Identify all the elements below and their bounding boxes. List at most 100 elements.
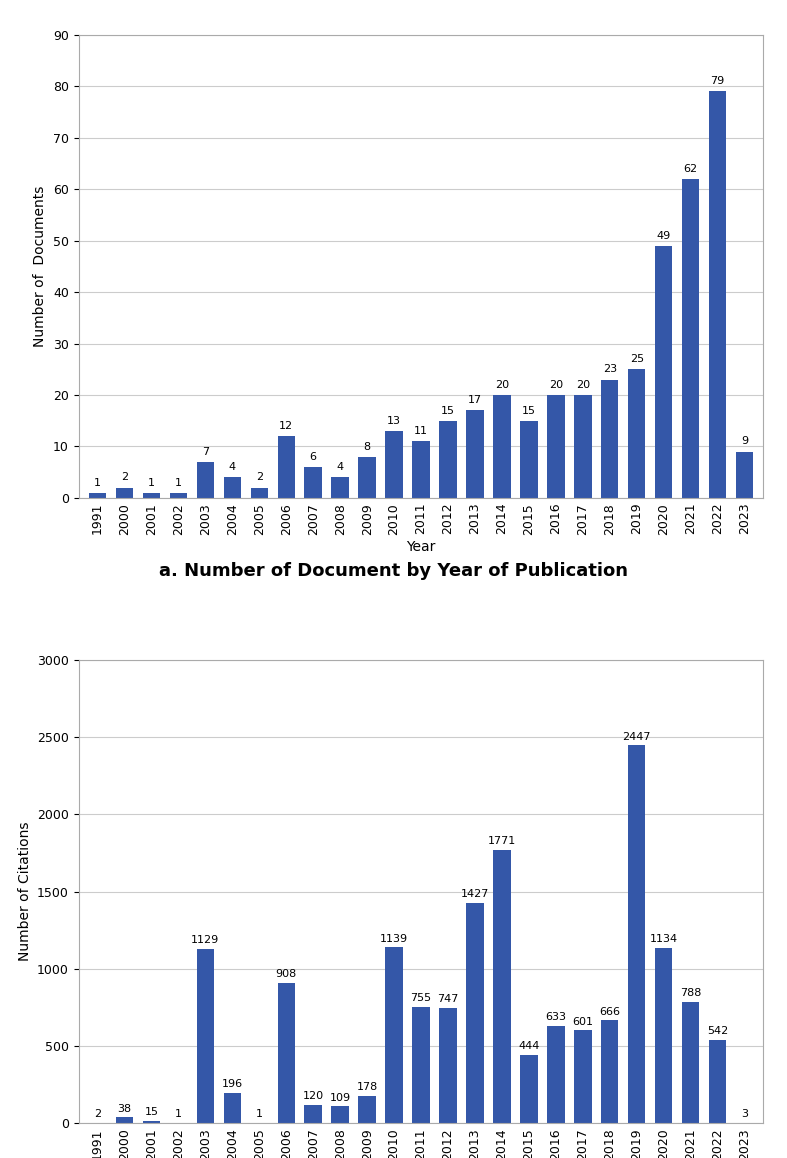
Text: 11: 11 bbox=[414, 426, 428, 437]
Text: 2: 2 bbox=[121, 472, 128, 483]
Bar bbox=[386, 431, 403, 498]
Bar bbox=[358, 456, 376, 498]
Text: 3: 3 bbox=[741, 1109, 748, 1119]
Bar bbox=[197, 948, 214, 1123]
Bar bbox=[466, 903, 484, 1123]
Bar bbox=[466, 410, 484, 498]
Text: 2: 2 bbox=[94, 1109, 102, 1119]
Text: 788: 788 bbox=[680, 988, 701, 998]
Text: 1129: 1129 bbox=[191, 935, 220, 945]
Text: 1771: 1771 bbox=[488, 836, 516, 846]
Bar bbox=[278, 437, 295, 498]
Bar bbox=[682, 178, 700, 498]
Text: 20: 20 bbox=[495, 380, 509, 390]
Text: 17: 17 bbox=[468, 395, 482, 405]
X-axis label: Year: Year bbox=[406, 541, 436, 555]
Bar bbox=[116, 488, 133, 498]
Bar bbox=[547, 395, 564, 498]
Text: 755: 755 bbox=[411, 992, 431, 1003]
Text: 1139: 1139 bbox=[380, 933, 408, 944]
Text: 601: 601 bbox=[572, 1017, 593, 1027]
Bar bbox=[412, 441, 430, 498]
Text: 15: 15 bbox=[522, 405, 536, 416]
Text: 2: 2 bbox=[256, 472, 263, 483]
Text: 109: 109 bbox=[330, 1092, 351, 1102]
Text: 7: 7 bbox=[201, 447, 209, 456]
Bar bbox=[278, 983, 295, 1123]
Bar bbox=[628, 746, 645, 1123]
Text: 15: 15 bbox=[145, 1107, 158, 1117]
Text: 4: 4 bbox=[229, 462, 236, 472]
Text: 542: 542 bbox=[707, 1026, 728, 1035]
Bar bbox=[142, 493, 161, 498]
Text: 1: 1 bbox=[148, 477, 155, 488]
Text: 38: 38 bbox=[117, 1104, 131, 1114]
Text: 23: 23 bbox=[603, 365, 617, 374]
Bar bbox=[493, 395, 511, 498]
Bar bbox=[439, 1007, 456, 1123]
Text: 20: 20 bbox=[549, 380, 563, 390]
Bar bbox=[305, 1105, 322, 1123]
Y-axis label: Number of Citations: Number of Citations bbox=[17, 822, 31, 961]
Bar bbox=[89, 493, 106, 498]
Bar bbox=[520, 420, 538, 498]
Bar bbox=[224, 1093, 241, 1123]
Text: 1: 1 bbox=[256, 1109, 263, 1120]
Text: 79: 79 bbox=[711, 76, 725, 86]
Text: 6: 6 bbox=[310, 452, 316, 462]
Y-axis label: Number of  Documents: Number of Documents bbox=[33, 185, 47, 347]
Text: 62: 62 bbox=[684, 163, 697, 174]
Bar bbox=[655, 948, 672, 1123]
Bar bbox=[736, 452, 753, 498]
Bar bbox=[250, 488, 268, 498]
Bar bbox=[655, 245, 672, 498]
Bar bbox=[709, 91, 726, 498]
Bar bbox=[224, 477, 241, 498]
Bar bbox=[412, 1006, 430, 1123]
Bar bbox=[493, 850, 511, 1123]
Bar bbox=[358, 1095, 376, 1123]
Bar bbox=[682, 1002, 700, 1123]
Text: 4: 4 bbox=[337, 462, 344, 472]
Text: 747: 747 bbox=[438, 994, 459, 1004]
Text: 1: 1 bbox=[175, 477, 182, 488]
Bar bbox=[386, 947, 403, 1123]
Text: 120: 120 bbox=[303, 1091, 323, 1101]
Text: 1: 1 bbox=[175, 1109, 182, 1120]
Text: 178: 178 bbox=[357, 1082, 378, 1092]
Text: 13: 13 bbox=[387, 416, 401, 426]
Text: 49: 49 bbox=[656, 230, 671, 241]
Text: 1: 1 bbox=[94, 477, 101, 488]
Text: 908: 908 bbox=[275, 969, 297, 980]
Text: 666: 666 bbox=[599, 1006, 620, 1017]
Text: 12: 12 bbox=[279, 422, 294, 431]
Bar bbox=[331, 477, 349, 498]
Text: 8: 8 bbox=[364, 441, 371, 452]
Text: 1134: 1134 bbox=[649, 935, 678, 944]
Bar bbox=[520, 1055, 538, 1123]
Bar bbox=[601, 1020, 619, 1123]
Text: 25: 25 bbox=[630, 354, 644, 364]
Bar bbox=[170, 493, 187, 498]
Bar bbox=[709, 1040, 726, 1123]
Text: 2447: 2447 bbox=[623, 732, 651, 741]
Bar bbox=[439, 420, 456, 498]
Bar bbox=[331, 1106, 349, 1123]
Bar bbox=[197, 462, 214, 498]
Text: 633: 633 bbox=[545, 1012, 567, 1021]
Text: 1427: 1427 bbox=[460, 889, 490, 899]
Bar bbox=[547, 1026, 564, 1123]
Text: 9: 9 bbox=[741, 437, 748, 447]
Bar bbox=[574, 1031, 592, 1123]
Text: 20: 20 bbox=[576, 380, 589, 390]
Bar bbox=[116, 1117, 133, 1123]
Bar bbox=[574, 395, 592, 498]
Text: 444: 444 bbox=[518, 1041, 540, 1050]
Bar bbox=[305, 467, 322, 498]
Text: 196: 196 bbox=[222, 1079, 243, 1090]
Bar bbox=[628, 369, 645, 498]
Bar bbox=[142, 1121, 161, 1123]
Bar bbox=[601, 380, 619, 498]
Text: a. Number of Document by Year of Publication: a. Number of Document by Year of Publica… bbox=[159, 562, 628, 580]
Text: 15: 15 bbox=[441, 405, 455, 416]
